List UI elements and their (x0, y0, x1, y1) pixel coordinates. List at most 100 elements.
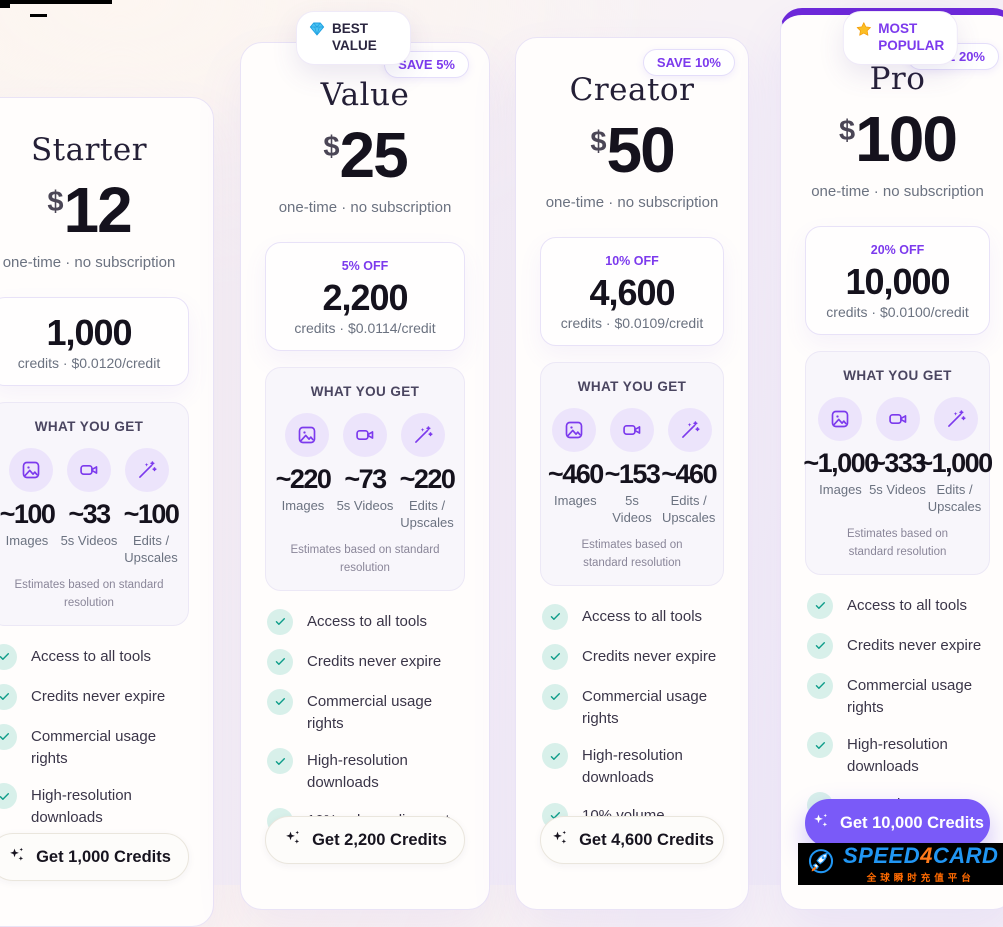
price: $ 100 (839, 107, 958, 171)
credits-summary: 10% OFF 4,600 credits · $0.0109/credit (540, 237, 724, 346)
stat-videos: ~33 5s Videos (60, 498, 118, 549)
currency-symbol: $ (590, 126, 607, 158)
check-icon (807, 732, 833, 759)
discount-label: 20% OFF (870, 243, 925, 257)
what-you-get-title: WHAT YOU GET (843, 367, 952, 383)
feature-item: Credits never expire (267, 648, 463, 675)
estimates-note: Estimates based on standard resolution (14, 579, 164, 610)
get-credits-button[interactable]: Get 10,000 Credits (805, 799, 990, 847)
feature-list: Access to all tools Credits never expire… (0, 643, 189, 829)
feature-list: Access to all tools Credits never expire… (265, 608, 465, 834)
best-value-badge: BEST VALUE (296, 11, 411, 65)
check-icon (807, 672, 833, 699)
currency-symbol: $ (839, 115, 856, 147)
what-you-get-panel: WHAT YOU GET ~1,000 Images ~333 5s Video… (803, 350, 993, 575)
check-icon (0, 643, 17, 670)
video-icon (875, 396, 920, 441)
sparkles-icon (811, 811, 830, 835)
tier-title: Starter (30, 132, 148, 168)
stat-edits: ~100 Edits / Upscales (123, 498, 180, 566)
feature-item: Commercial usage rights (267, 688, 463, 735)
credits-summary: 20% OFF 10,000 credits · $0.0100/credit (805, 226, 990, 335)
billing-note: one-time · no subscription (811, 183, 984, 200)
what-you-get-title: WHAT YOU GET (310, 383, 420, 399)
stat-images: ~460 Images (547, 458, 604, 509)
most-popular-badge: MOST POPULAR (842, 11, 958, 65)
credits-amount: 1,000 (46, 312, 132, 353)
estimates-note: Estimates based on standard resolution (846, 528, 948, 559)
pricing-card-creator: SAVE 10% Creator $ 50 one-time · no subs… (515, 37, 749, 910)
stat-images: ~1,000 Images (803, 447, 879, 498)
stat-images: ~220 Images (275, 463, 332, 514)
tier-title: Creator (569, 72, 695, 108)
check-icon (542, 743, 568, 770)
feature-item: High-resolution downloads (807, 732, 988, 778)
get-credits-button[interactable]: Get 1,000 Credits (0, 833, 189, 881)
check-icon (0, 783, 17, 810)
feature-item: Access to all tools (807, 592, 988, 619)
speed4card-watermark[interactable]: SPEED4CARD 全球瞬时充值平台 (798, 843, 1003, 885)
screenshot-artifact (0, 0, 112, 4)
wand-icon (401, 412, 445, 457)
credits-summary: 1,000 credits · $0.0120/credit (0, 297, 189, 386)
stat-videos: ~73 5s Videos (336, 463, 394, 514)
check-icon (542, 643, 568, 670)
screenshot-artifact (30, 14, 47, 17)
check-icon (267, 608, 293, 635)
price-amount: 25 (339, 119, 408, 191)
credits-rate: credits · $0.0120/credit (17, 354, 161, 371)
billing-note: one-time · no subscription (278, 199, 452, 216)
wand-icon (125, 447, 169, 492)
save-badge: SAVE 10% (642, 49, 735, 76)
stat-videos: ~153 5s Videos (604, 458, 661, 526)
price: $ 25 (323, 119, 408, 191)
estimates-note: Estimates based on standard resolution (581, 539, 683, 570)
check-icon (807, 632, 833, 659)
get-credits-button[interactable]: Get 2,200 Credits (265, 816, 465, 864)
tier-title: Value (320, 77, 410, 113)
rocket-icon (804, 845, 838, 884)
sparkles-icon (7, 845, 26, 869)
discount-label: 5% OFF (341, 259, 389, 273)
check-icon (267, 748, 293, 775)
credits-rate: credits · $0.0100/credit (826, 303, 969, 320)
feature-item: Credits never expire (0, 683, 187, 710)
stat-images: ~100 Images (0, 498, 56, 549)
price: $ 50 (590, 114, 675, 186)
watermark-text: SPEED4CARD 全球瞬时充值平台 (843, 844, 998, 884)
credits-rate: credits · $0.0114/credit (294, 319, 436, 336)
feature-item: Commercial usage rights (807, 672, 988, 719)
pricing-card-starter: Starter $ 12 one-time · no subscription … (0, 97, 214, 927)
image-icon (552, 407, 596, 452)
credits-rate: credits · $0.0109/credit (560, 314, 704, 331)
feature-item: Credits never expire (807, 632, 988, 659)
check-icon (542, 683, 568, 710)
feature-item: High-resolution downloads (542, 743, 722, 789)
get-credits-button[interactable]: Get 4,600 Credits (540, 816, 724, 864)
check-icon (807, 592, 833, 619)
feature-list: Access to all tools Credits never expire… (540, 603, 724, 849)
check-icon (267, 648, 293, 675)
estimates-note: Estimates based on standard resolution (290, 544, 440, 575)
save-badge: SAVE 5% (384, 51, 469, 78)
pricing-card-value: BEST VALUE SAVE 5% Value $ 25 one-time ·… (240, 11, 490, 910)
star-icon (855, 21, 871, 42)
what-you-get-panel: WHAT YOU GET ~100 Images ~33 5s Videos ~… (0, 401, 189, 626)
check-icon (267, 688, 293, 715)
check-icon (0, 723, 17, 750)
sparkles-icon (283, 828, 302, 852)
image-icon (817, 396, 862, 441)
price-amount: 50 (606, 114, 675, 186)
image-icon (285, 412, 329, 457)
price: $ 12 (47, 178, 132, 242)
what-you-get-panel: WHAT YOU GET ~220 Images ~73 5s Videos ~… (265, 366, 465, 591)
currency-symbol: $ (323, 131, 340, 163)
billing-note: one-time · no subscription (545, 194, 719, 211)
credits-amount: 2,200 (322, 277, 408, 318)
pricing-card-pro: MOST POPULAR SAVE 20% Pro $ 100 one-time… (780, 8, 1003, 910)
wand-icon (933, 396, 978, 441)
image-icon (9, 447, 53, 492)
watermark-tagline: 全球瞬时充值平台 (866, 872, 975, 884)
discount-label: 10% OFF (605, 254, 659, 268)
what-you-get-title: WHAT YOU GET (577, 378, 687, 394)
